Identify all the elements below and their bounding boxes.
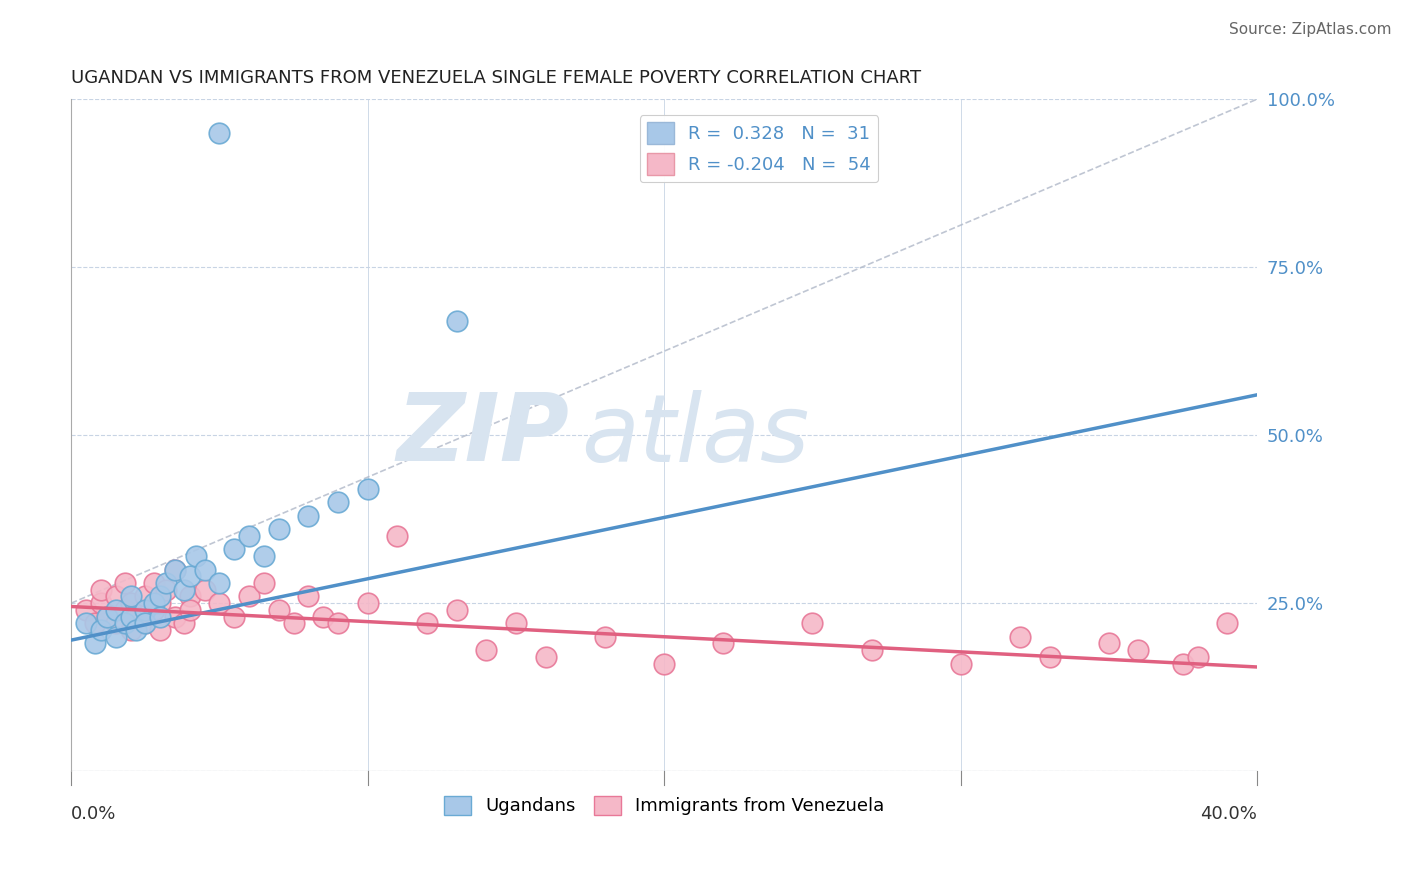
Point [208,596,231,610]
Point [224,609,246,624]
Point [652,657,675,671]
Point [90,596,112,610]
Point [96,609,118,624]
Point [253,549,276,563]
Point [1216,616,1239,631]
Point [173,582,195,597]
Point [446,314,468,328]
Point [208,126,231,140]
Point [143,576,166,591]
Point [312,609,335,624]
Point [297,508,319,523]
Point [163,563,186,577]
Point [149,609,172,624]
Point [114,603,136,617]
Point [238,529,260,543]
Point [253,576,276,591]
Point [114,616,136,631]
Point [149,596,172,610]
Point [84,636,107,650]
Point [194,563,217,577]
Point [416,616,439,631]
Point [104,616,127,631]
Point [120,623,142,637]
Point [283,616,305,631]
Point [267,603,290,617]
Point [134,616,156,631]
Point [149,590,172,604]
Point [143,596,166,610]
Point [120,596,142,610]
Point [357,482,380,496]
Text: 0.0%: 0.0% [72,805,117,822]
Point [357,596,380,610]
Text: atlas: atlas [581,390,810,481]
Point [179,569,201,583]
Point [387,529,409,543]
Point [114,576,136,591]
Point [173,616,195,631]
Point [179,590,201,604]
Point [104,590,127,604]
Point [713,636,735,650]
Point [238,590,260,604]
Text: 40.0%: 40.0% [1201,805,1257,822]
Point [505,616,527,631]
Point [184,549,207,563]
Point [75,616,97,631]
Point [1038,649,1060,664]
Point [120,609,142,624]
Point [125,623,148,637]
Point [224,542,246,557]
Point [134,616,156,631]
Point [949,657,972,671]
Point [179,603,201,617]
Point [120,590,142,604]
Point [143,603,166,617]
Point [1128,643,1150,657]
Point [155,582,177,597]
Point [267,522,290,536]
Point [1098,636,1121,650]
Point [125,609,148,624]
Point [104,630,127,644]
Point [163,609,186,624]
Legend: R =  0.328   N =  31, R = -0.204   N =  54: R = 0.328 N = 31, R = -0.204 N = 54 [640,115,879,183]
Point [208,576,231,591]
Text: ZIP: ZIP [396,389,569,481]
Point [163,563,186,577]
Point [475,643,498,657]
Point [96,609,118,624]
Point [534,649,557,664]
Point [149,623,172,637]
Point [84,616,107,631]
Point [134,603,156,617]
Point [326,495,349,509]
Point [860,643,883,657]
Point [90,623,112,637]
Point [1187,649,1209,664]
Point [801,616,824,631]
Text: UGANDAN VS IMMIGRANTS FROM VENEZUELA SINGLE FEMALE POVERTY CORRELATION CHART: UGANDAN VS IMMIGRANTS FROM VENEZUELA SIN… [72,69,921,87]
Point [1008,630,1031,644]
Point [155,576,177,591]
Point [104,603,127,617]
Point [326,616,349,631]
Point [194,582,217,597]
Point [134,590,156,604]
Point [90,582,112,597]
Point [593,630,616,644]
Point [1171,657,1194,671]
Point [75,603,97,617]
Point [297,590,319,604]
Point [446,603,468,617]
Text: Source: ZipAtlas.com: Source: ZipAtlas.com [1229,22,1392,37]
